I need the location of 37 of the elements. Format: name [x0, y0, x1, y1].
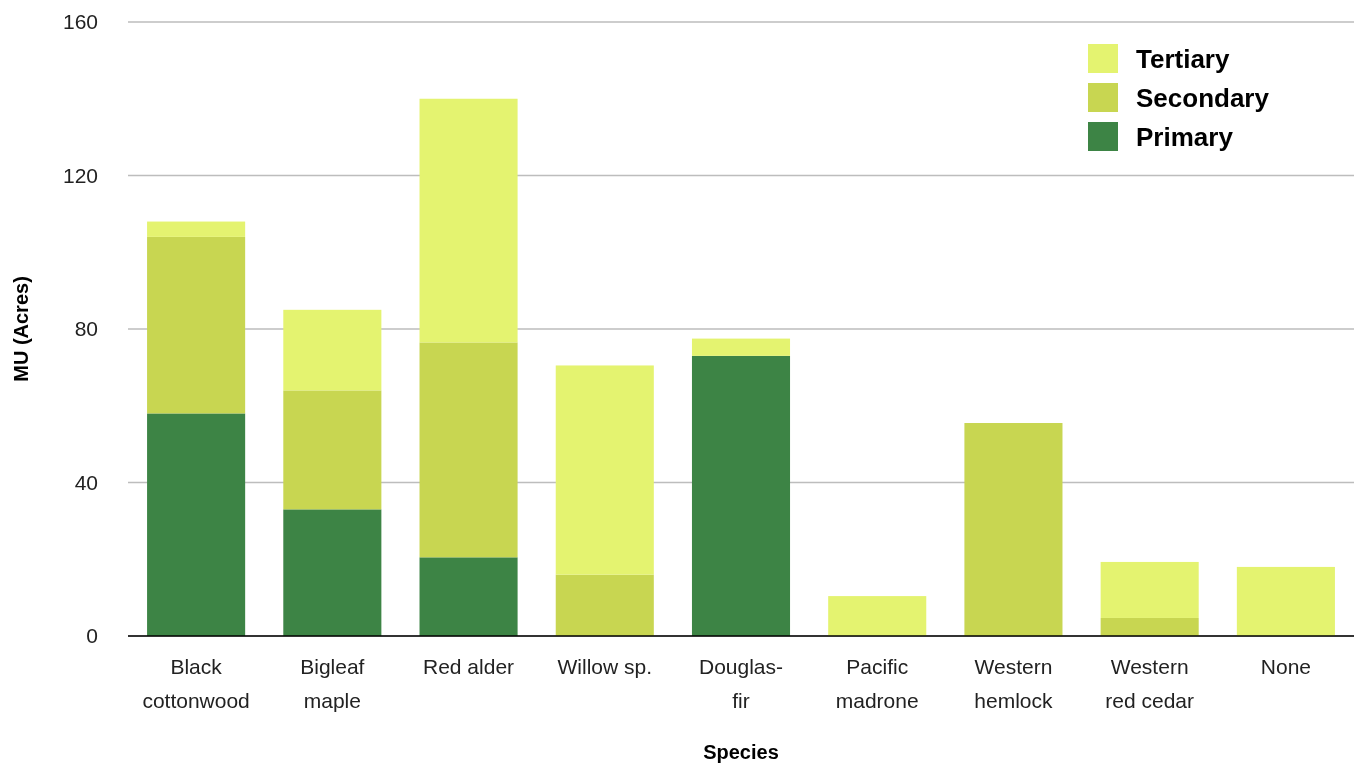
- x-tick-label: Western hemlock: [974, 655, 1054, 712]
- y-tick-label: 80: [74, 317, 98, 341]
- bar: [283, 390, 382, 510]
- y-tick-label: 40: [74, 470, 98, 494]
- x-tick-label: Bigleaf maple: [300, 655, 365, 712]
- bar: [419, 342, 518, 558]
- bar: [283, 509, 382, 636]
- bar: [691, 338, 791, 356]
- y-tick-label: 160: [62, 10, 98, 34]
- bar: [691, 355, 791, 636]
- x-tick-label: Red alder: [423, 655, 515, 678]
- x-tick-label: Douglas-fir: [698, 655, 784, 712]
- bar: [555, 365, 654, 575]
- x-tick-label: Pacific madrone: [835, 655, 919, 712]
- bar: [1100, 561, 1199, 618]
- bar: [419, 557, 518, 636]
- bar: [964, 423, 1063, 636]
- legend-label: Tertiary: [1136, 44, 1230, 75]
- bar: [283, 309, 382, 391]
- y-tick-label: 120: [62, 163, 98, 187]
- x-tick-label: Western red cedar: [1105, 655, 1195, 712]
- legend-label: Secondary: [1136, 83, 1270, 114]
- x-axis-title: Species: [703, 741, 779, 763]
- bar: [147, 236, 246, 414]
- bar: [147, 413, 246, 636]
- bar: [147, 221, 246, 237]
- x-tick-label: Willow sp.: [557, 655, 653, 678]
- bar: [828, 596, 927, 636]
- x-tick-label: Black cottonwood: [142, 655, 250, 712]
- x-tick-label: None: [1260, 655, 1311, 678]
- y-tick-label: 0: [86, 624, 98, 648]
- y-axis-title: MU (Acres): [10, 276, 32, 382]
- legend-label: Primary: [1136, 122, 1234, 153]
- bar: [555, 574, 654, 636]
- bar: [419, 98, 518, 343]
- bar: [1100, 617, 1199, 636]
- bar: [1236, 566, 1335, 636]
